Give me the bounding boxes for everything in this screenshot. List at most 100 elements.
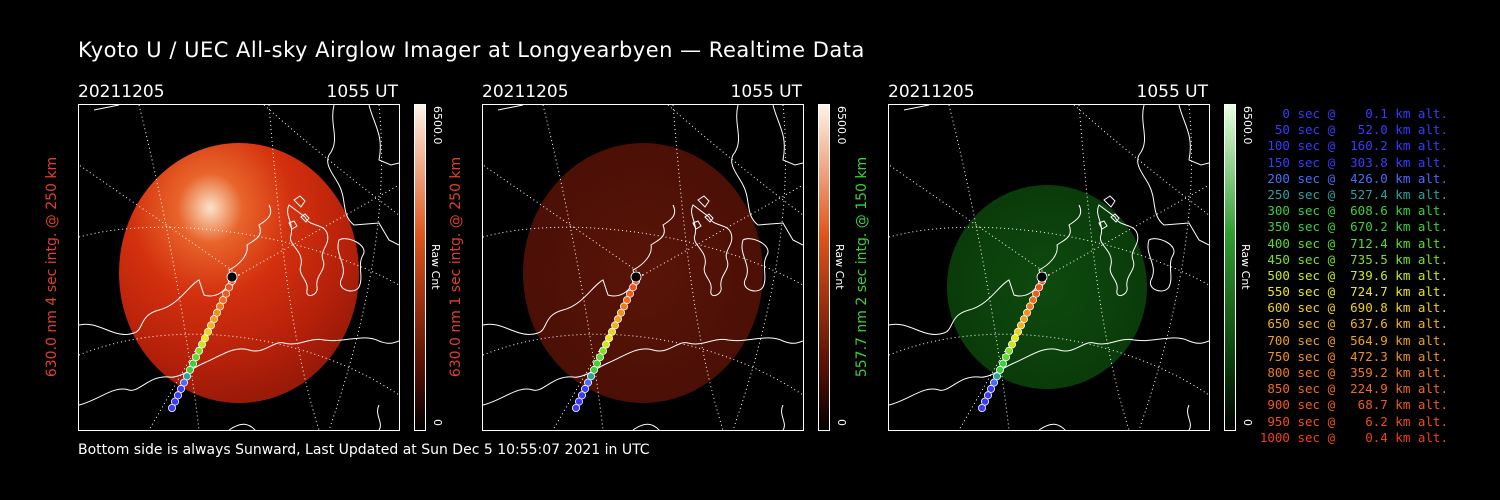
trajectory-point — [993, 372, 1002, 381]
trajectory-point — [575, 397, 584, 406]
lat-lon-grid — [889, 105, 1209, 430]
legend-row: 900 sec @ 68.7 km alt. — [1259, 397, 1448, 413]
colorbar-min: 0 — [1241, 419, 1254, 426]
legend-row: 600 sec @ 690.8 km alt. — [1259, 300, 1448, 316]
legend-row: 650 sec @ 637.6 km alt. — [1259, 316, 1448, 332]
trajectory-point — [625, 289, 634, 298]
trajectory-point — [1028, 296, 1037, 305]
legend-row: 1000 sec @ 0.4 km alt. — [1259, 429, 1448, 445]
panel-time: 1055 UT — [1136, 82, 1209, 102]
trajectory-point — [192, 353, 201, 362]
trajectory-point — [587, 372, 596, 381]
trajectory-point — [209, 315, 218, 324]
trajectory-point — [224, 283, 233, 292]
panel-time: 1055 UT — [326, 82, 399, 102]
panel-ylabel: 630.0 nm 4 sec intg. @ 250 km — [42, 104, 62, 429]
legend-row: 300 sec @ 608.6 km alt. — [1259, 203, 1448, 219]
trajectory-point — [1011, 334, 1020, 343]
trajectory-point — [168, 403, 177, 412]
sky-image — [947, 185, 1147, 389]
colorbar-max: 6500.0 — [835, 106, 848, 145]
trajectory-point — [610, 321, 619, 330]
trajectory-point — [198, 340, 207, 349]
trajectory-point — [599, 346, 608, 355]
legend-row: 100 sec @ 160.2 km alt. — [1259, 138, 1448, 154]
trajectory-point — [999, 359, 1008, 368]
colorbar-label: Raw Cnt — [429, 244, 442, 290]
trajectory-point — [619, 302, 628, 311]
colorbar — [1224, 104, 1236, 431]
airglow-panel-630-4sec: 20211205 1055 UT 630.0 nm 4 sec intg. @ … — [44, 82, 478, 432]
panel-ylabel-text: 557.7 nm 2 sec intg. @ 150 km — [854, 156, 870, 377]
trajectory-point — [1019, 315, 1028, 324]
trajectory-point — [1016, 321, 1025, 330]
trajectory-point — [593, 359, 602, 368]
colorbar — [818, 104, 830, 431]
trajectory-point — [1034, 283, 1043, 292]
trajectory-point — [1022, 308, 1031, 317]
colorbar-label: Raw Cnt — [833, 244, 846, 290]
legend-row: 800 sec @ 359.2 km alt. — [1259, 365, 1448, 380]
trajectory-point — [628, 283, 637, 292]
trajectory-point — [578, 391, 587, 400]
trajectory-point — [215, 302, 224, 311]
trajectory-point — [171, 397, 180, 406]
legend-row: 400 sec @ 712.4 km alt. — [1259, 235, 1448, 251]
trajectory-point — [978, 403, 987, 412]
panel-ylabel-text: 630.0 nm 4 sec intg. @ 250 km — [44, 156, 60, 377]
colorbar-min: 0 — [431, 419, 444, 426]
trajectory-point — [602, 340, 611, 349]
lat-lon-grid — [483, 105, 803, 430]
legend-row: 500 sec @ 739.6 km alt. — [1259, 267, 1448, 283]
page-title: Kyoto U / UEC All-sky Airglow Imager at … — [78, 38, 865, 62]
trajectory-point — [221, 289, 230, 298]
colorbar-label: Raw Cnt — [1239, 244, 1252, 290]
sky-image — [523, 143, 763, 403]
trajectory-point — [987, 384, 996, 393]
trajectory-point — [605, 334, 614, 343]
trajectory-point — [572, 403, 581, 412]
coastline — [889, 105, 1209, 430]
trajectory-point — [622, 296, 631, 305]
legend-row: 450 sec @ 735.5 km alt. — [1259, 251, 1448, 267]
legend-row: 250 sec @ 527.4 km alt. — [1259, 186, 1448, 202]
trajectory-point — [981, 397, 990, 406]
trajectory-point — [1008, 340, 1017, 349]
coastline — [483, 105, 803, 430]
trajectory-point — [990, 378, 999, 387]
legend-row: 750 sec @ 472.3 km alt. — [1259, 348, 1448, 364]
trajectory-point — [177, 384, 186, 393]
panel-date: 20211205 — [482, 82, 569, 102]
allsky-map — [888, 104, 1210, 431]
trajectory-point — [195, 346, 204, 355]
trajectory-point — [613, 315, 622, 324]
trajectory-point — [590, 365, 599, 374]
legend-row: 150 sec @ 303.8 km alt. — [1259, 154, 1448, 170]
trajectory-point — [1005, 346, 1014, 355]
trajectory-point — [204, 327, 213, 336]
trajectory-point — [581, 384, 590, 393]
panel-date: 20211205 — [78, 82, 165, 102]
trajectory-point — [186, 365, 195, 374]
trajectory-point — [189, 359, 198, 368]
colorbar — [414, 104, 426, 431]
trajectory-point — [1031, 289, 1040, 298]
trajectory-legend: 0 sec @ 0.1 km alt. 50 sec @ 52.0 km alt… — [1258, 106, 1448, 446]
panel-ylabel: 630.0 nm 1 sec intg. @ 250 km — [446, 104, 466, 429]
trajectory-point — [212, 308, 221, 317]
panel-ylabel: 557.7 nm 2 sec intg. @ 150 km — [852, 104, 872, 429]
trajectory-point — [608, 327, 617, 336]
colorbar-max: 6500.0 — [1241, 106, 1254, 145]
trajectory-point — [183, 372, 192, 381]
panel-ylabel-text: 630.0 nm 1 sec intg. @ 250 km — [448, 156, 464, 377]
lat-lon-grid — [79, 105, 399, 430]
legend-row: 850 sec @ 224.9 km alt. — [1259, 381, 1448, 397]
legend-row: 0 sec @ 0.1 km alt. — [1259, 106, 1448, 121]
panel-date: 20211205 — [888, 82, 975, 102]
colorbar-min: 0 — [835, 419, 848, 426]
coastline — [79, 105, 399, 430]
trajectory-point — [218, 296, 227, 305]
trajectory-point — [201, 334, 210, 343]
airglow-panel-557-2sec: 20211205 1055 UT 557.7 nm 2 sec intg. @ … — [854, 82, 1288, 432]
allsky-map — [482, 104, 804, 431]
